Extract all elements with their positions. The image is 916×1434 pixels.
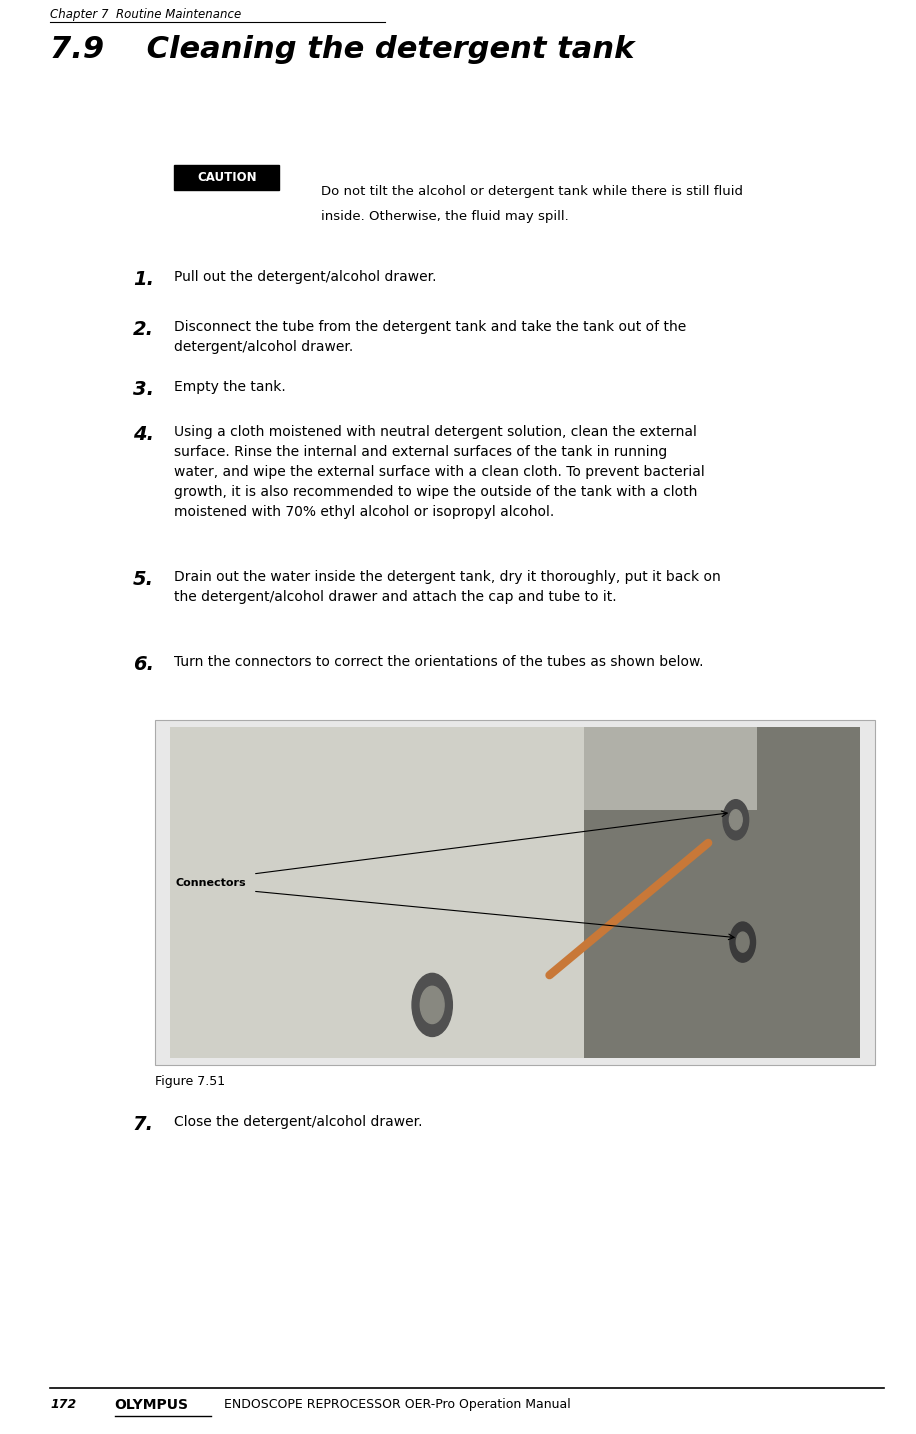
Circle shape	[723, 800, 748, 840]
FancyBboxPatch shape	[170, 727, 584, 1058]
Text: Drain out the water inside the detergent tank, dry it thoroughly, put it back on: Drain out the water inside the detergent…	[174, 569, 721, 604]
Circle shape	[730, 922, 756, 962]
Text: ENDOSCOPE REPROCESSOR OER-Pro Operation Manual: ENDOSCOPE REPROCESSOR OER-Pro Operation …	[224, 1398, 572, 1411]
Text: OLYMPUS: OLYMPUS	[114, 1398, 189, 1412]
FancyBboxPatch shape	[584, 727, 757, 810]
Text: 172: 172	[50, 1398, 77, 1411]
Text: 6.: 6.	[133, 655, 154, 674]
Text: 4.: 4.	[133, 424, 154, 445]
Text: 1.: 1.	[133, 270, 154, 290]
Text: Pull out the detergent/alcohol drawer.: Pull out the detergent/alcohol drawer.	[174, 270, 437, 284]
Text: CAUTION: CAUTION	[197, 171, 256, 184]
Text: 2.: 2.	[133, 320, 154, 338]
Text: Close the detergent/alcohol drawer.: Close the detergent/alcohol drawer.	[174, 1116, 422, 1129]
Text: Do not tilt the alcohol or detergent tank while there is still fluid: Do not tilt the alcohol or detergent tan…	[321, 185, 743, 198]
Text: 7.9    Cleaning the detergent tank: 7.9 Cleaning the detergent tank	[50, 34, 635, 65]
Text: inside. Otherwise, the fluid may spill.: inside. Otherwise, the fluid may spill.	[321, 209, 568, 224]
FancyBboxPatch shape	[584, 727, 860, 1058]
FancyBboxPatch shape	[155, 720, 875, 1065]
Text: Disconnect the tube from the detergent tank and take the tank out of the
deterge: Disconnect the tube from the detergent t…	[174, 320, 686, 354]
Text: Using a cloth moistened with neutral detergent solution, clean the external
surf: Using a cloth moistened with neutral det…	[174, 424, 704, 519]
Text: 7.: 7.	[133, 1116, 154, 1134]
Text: Chapter 7  Routine Maintenance: Chapter 7 Routine Maintenance	[50, 9, 242, 22]
Text: Turn the connectors to correct the orientations of the tubes as shown below.: Turn the connectors to correct the orien…	[174, 655, 703, 670]
Circle shape	[736, 932, 749, 952]
Text: Figure 7.51: Figure 7.51	[155, 1076, 225, 1088]
Circle shape	[729, 810, 742, 830]
Text: Connectors: Connectors	[175, 878, 245, 888]
Circle shape	[420, 987, 444, 1024]
Text: Empty the tank.: Empty the tank.	[174, 380, 286, 394]
Circle shape	[412, 974, 453, 1037]
Text: 5.: 5.	[133, 569, 154, 589]
Text: 3.: 3.	[133, 380, 154, 399]
FancyBboxPatch shape	[174, 165, 279, 191]
